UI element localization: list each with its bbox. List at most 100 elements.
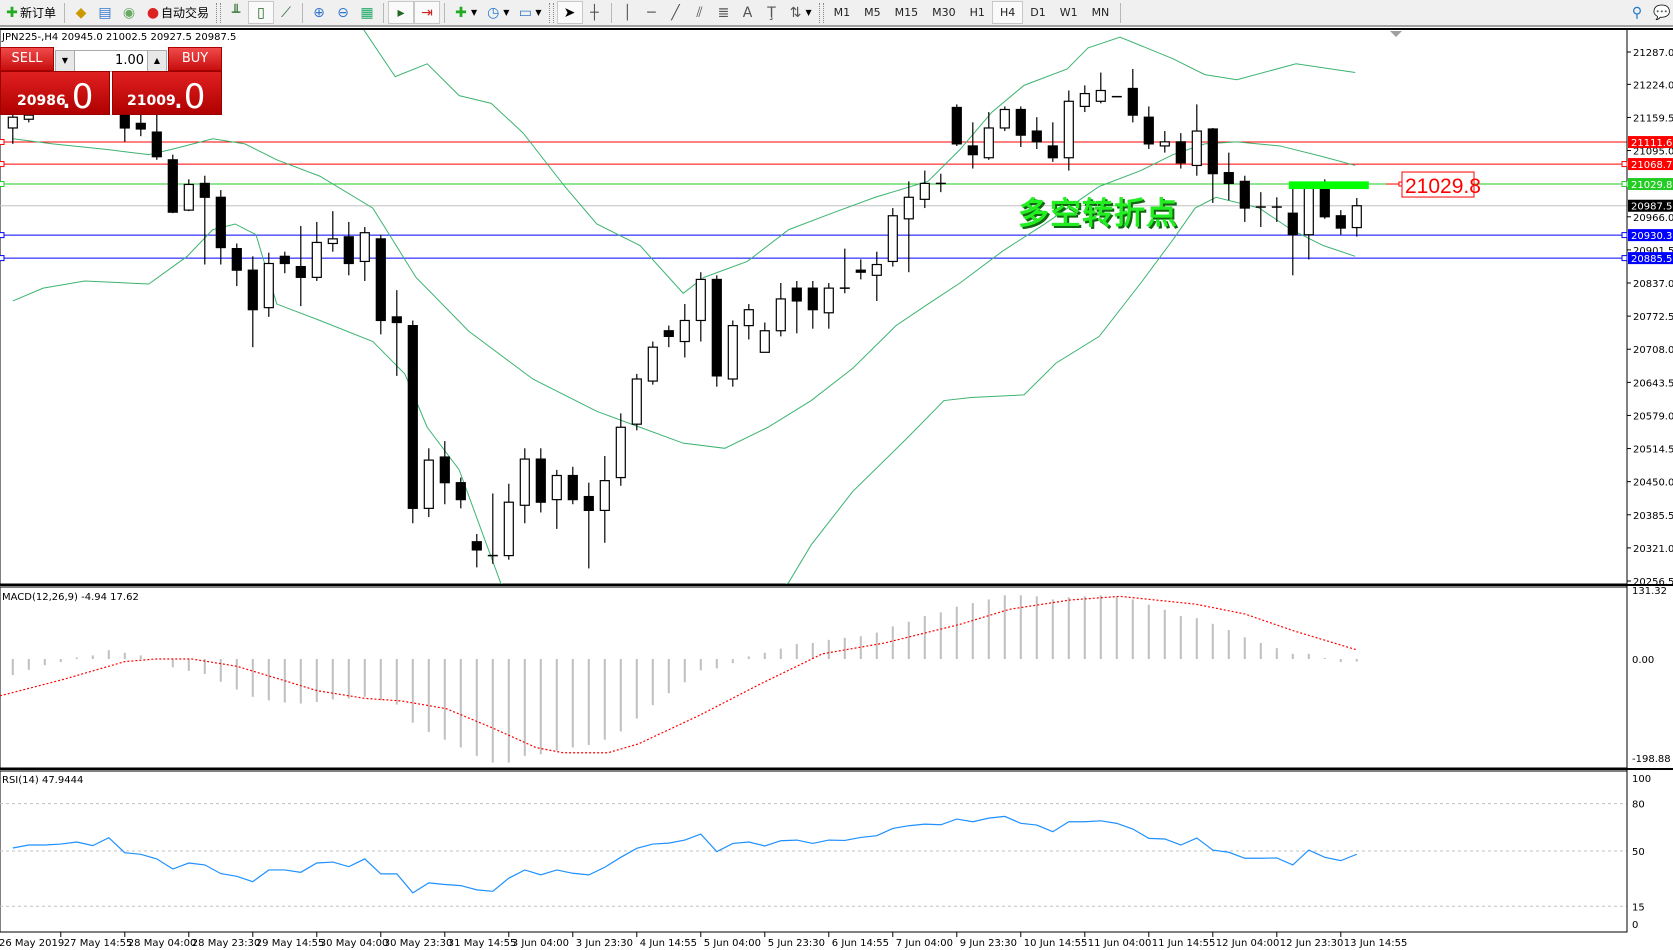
candle[interactable]: [1143, 106, 1154, 150]
auto-scroll-button[interactable]: ▸: [388, 1, 415, 24]
lot-decrease-button[interactable]: ▼: [56, 51, 75, 71]
candle[interactable]: [471, 534, 482, 568]
candle[interactable]: [695, 272, 706, 342]
candle[interactable]: [631, 373, 642, 431]
new-order-button[interactable]: ✚ 新订单: [0, 1, 60, 24]
chart-shift-button[interactable]: ⇥: [414, 1, 441, 24]
candle[interactable]: [1031, 117, 1042, 150]
candle[interactable]: [1255, 192, 1266, 228]
candle[interactable]: [855, 259, 866, 280]
candle[interactable]: [1175, 133, 1186, 169]
candle[interactable]: [439, 441, 450, 505]
level-anchor[interactable]: [1621, 232, 1628, 239]
history-center-button[interactable]: ◆: [69, 1, 93, 24]
candle[interactable]: [599, 456, 610, 543]
candle[interactable]: [1079, 85, 1090, 113]
level-anchor[interactable]: [0, 181, 5, 188]
candle[interactable]: [503, 483, 514, 560]
candle[interactable]: [263, 252, 274, 317]
auto-trading-button[interactable]: ● 自动交易: [141, 1, 213, 24]
candle[interactable]: [487, 493, 498, 564]
horizontal-line-button[interactable]: ─: [640, 1, 664, 24]
candle[interactable]: [999, 106, 1010, 132]
candle[interactable]: [327, 211, 338, 252]
timeframe-h4[interactable]: H4: [991, 1, 1024, 24]
signals-button[interactable]: ◉: [117, 1, 141, 24]
fibonacci-button[interactable]: ≣: [712, 1, 736, 24]
candle[interactable]: [1095, 72, 1106, 104]
toolbar-grip[interactable]: [818, 2, 824, 23]
candle[interactable]: [455, 477, 466, 509]
candle[interactable]: [1063, 90, 1074, 171]
candle[interactable]: [391, 290, 402, 376]
candle[interactable]: [311, 221, 322, 281]
lot-increase-button[interactable]: ▲: [147, 51, 166, 71]
candle[interactable]: [1335, 210, 1346, 235]
candle[interactable]: [775, 283, 786, 337]
chat-button[interactable]: 💬: [1649, 1, 1673, 24]
candle[interactable]: [535, 448, 546, 513]
candle[interactable]: [1191, 104, 1202, 176]
candle[interactable]: [343, 221, 354, 276]
level-anchor[interactable]: [1621, 181, 1628, 188]
candle[interactable]: [1223, 152, 1234, 201]
level-anchor[interactable]: [0, 161, 5, 168]
candle[interactable]: [1207, 127, 1218, 203]
timeframe-w1[interactable]: W1: [1059, 6, 1078, 19]
price-tag-box[interactable]: [1401, 171, 1475, 198]
timeframe-m1[interactable]: M1: [833, 6, 851, 19]
timeframe-mn[interactable]: MN: [1091, 6, 1110, 19]
candle[interactable]: [199, 175, 210, 265]
tile-windows-button[interactable]: ▦: [355, 1, 379, 24]
candle[interactable]: [1271, 197, 1282, 222]
candlestick-button[interactable]: ▯: [248, 1, 275, 24]
macd-panel[interactable]: [0, 586, 1628, 769]
candle[interactable]: [807, 280, 818, 329]
candle[interactable]: [151, 112, 162, 160]
candle[interactable]: [743, 304, 754, 340]
candle[interactable]: [711, 275, 722, 387]
candle[interactable]: [183, 179, 194, 212]
timeframe-h1[interactable]: H1: [969, 6, 985, 19]
candle[interactable]: [967, 122, 978, 169]
lot-size-input[interactable]: ▼ 1.00 ▲: [55, 50, 167, 72]
candle[interactable]: [727, 320, 738, 387]
bid-price-box[interactable]: 20986 .0: [0, 71, 110, 117]
candle[interactable]: [839, 248, 850, 294]
candle[interactable]: [951, 104, 962, 146]
text-button[interactable]: A: [736, 1, 760, 24]
candle[interactable]: [551, 469, 562, 529]
timeframe-m15[interactable]: M15: [894, 6, 919, 19]
level-anchor[interactable]: [0, 232, 5, 239]
candle[interactable]: [791, 280, 802, 334]
candle[interactable]: [919, 170, 930, 209]
candle[interactable]: [231, 243, 242, 287]
chart-shift-marker[interactable]: [1390, 31, 1402, 37]
toolbar-grip[interactable]: [216, 2, 222, 23]
bar-chart-button[interactable]: ╨: [224, 1, 248, 24]
candle[interactable]: [663, 325, 674, 348]
zoom-out-button[interactable]: ⊖: [331, 1, 355, 24]
sell-button[interactable]: SELL: [0, 47, 54, 71]
highlight-rectangle[interactable]: [1288, 181, 1369, 190]
trendline-button[interactable]: ╱: [664, 1, 688, 24]
indicators-button[interactable]: ✚ ▼: [449, 1, 481, 24]
candle[interactable]: [375, 234, 386, 335]
candle[interactable]: [215, 190, 226, 265]
candle[interactable]: [647, 341, 658, 385]
candle[interactable]: [679, 304, 690, 358]
candle[interactable]: [423, 448, 434, 518]
candle[interactable]: [1015, 106, 1026, 147]
annotation-text[interactable]: 多空转折点: [1018, 196, 1178, 232]
timeframe-m30[interactable]: M30: [932, 6, 956, 19]
arrows-button[interactable]: ⇅ ▼: [784, 1, 816, 24]
toolbar-grip[interactable]: [548, 2, 554, 23]
equidistant-channel-button[interactable]: ⫽: [688, 1, 712, 24]
candle[interactable]: [1239, 175, 1250, 222]
candle[interactable]: [167, 154, 178, 214]
candle[interactable]: [279, 251, 290, 274]
candle[interactable]: [615, 413, 626, 486]
candle[interactable]: [519, 448, 530, 524]
candle[interactable]: [759, 322, 770, 353]
